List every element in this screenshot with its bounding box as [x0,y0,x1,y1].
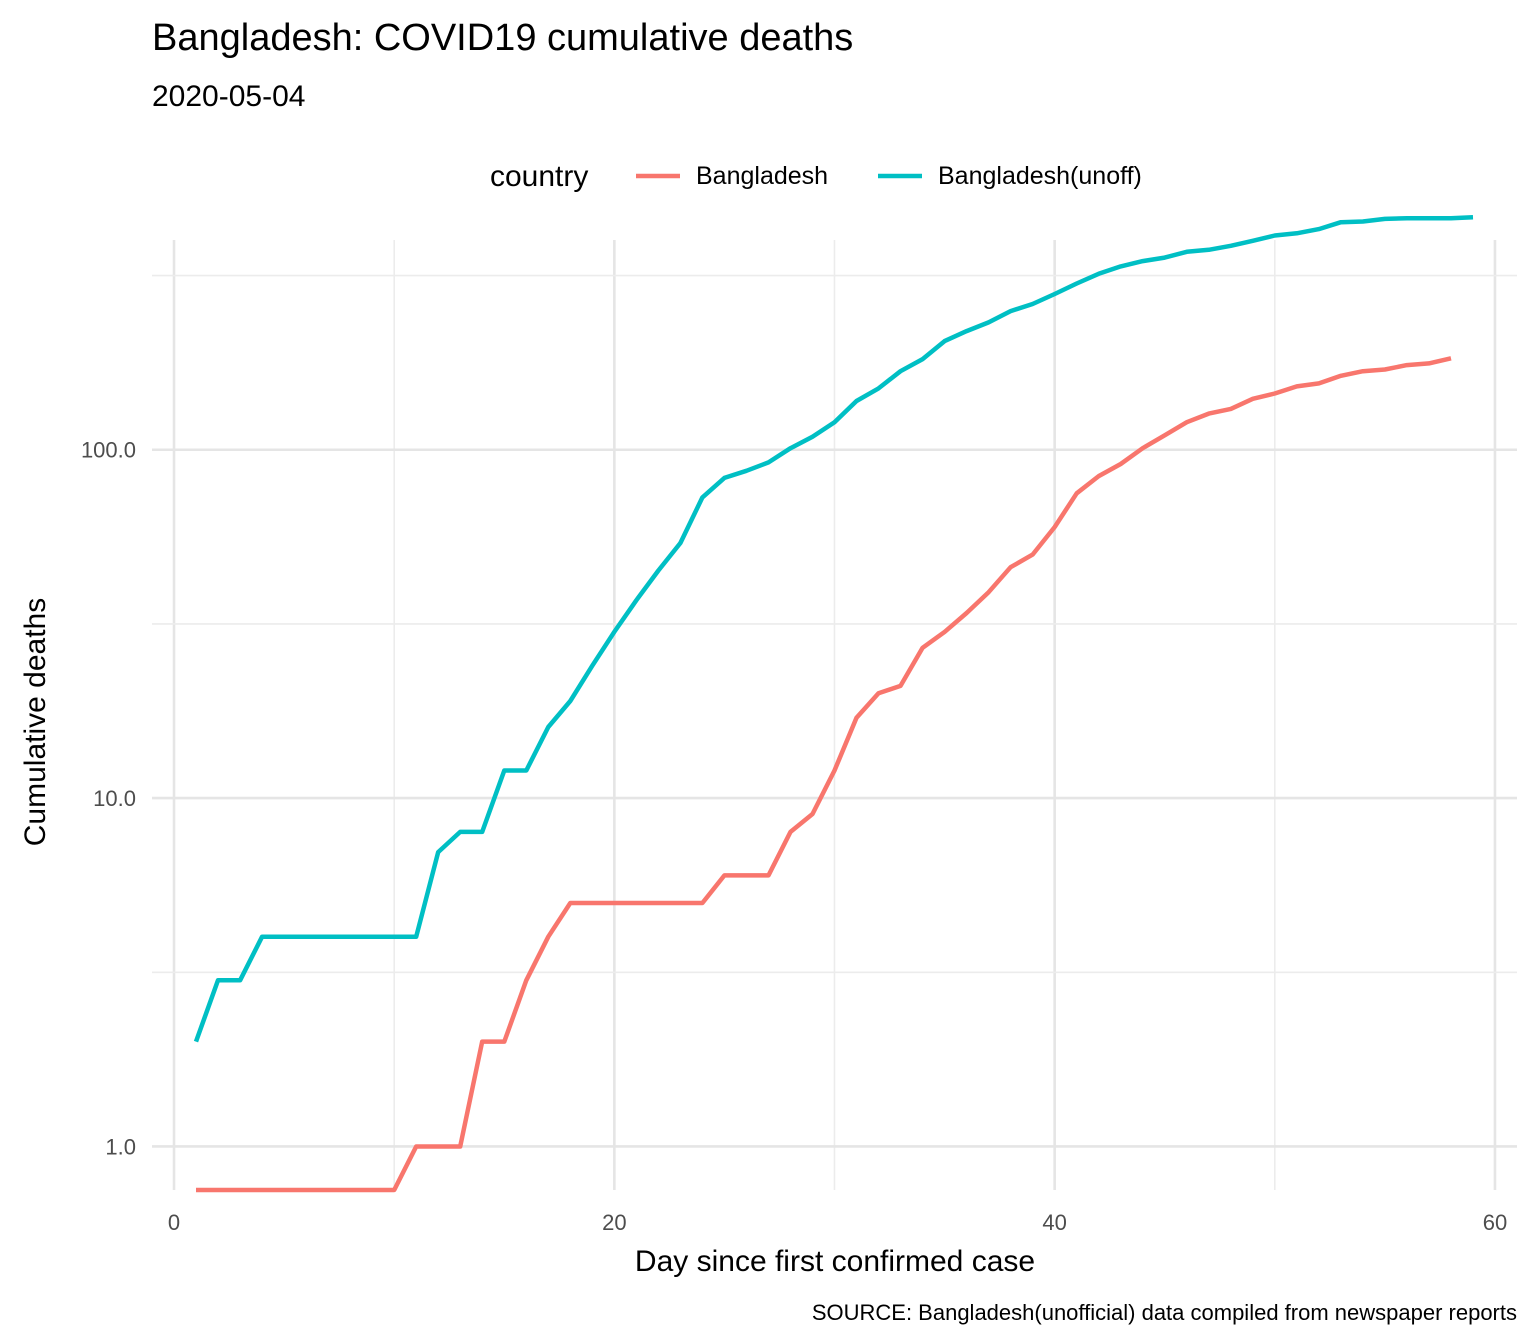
legend: country Bangladesh Bangladesh(unoff) [490,160,1142,193]
x-tick-labels: 0 20 40 60 [168,1210,1507,1235]
y-tick-labels: 1.0 10.0 100.0 [81,438,136,1160]
y-tick-label: 100.0 [81,438,136,463]
x-tick-label: 60 [1483,1210,1507,1235]
plot-area: 0 20 40 60 1.0 10.0 100.0 [81,214,1517,1235]
legend-title: country [490,160,588,193]
series-layer [193,214,1474,1193]
x-tick-label: 40 [1042,1210,1066,1235]
y-tick-label: 1.0 [105,1134,136,1159]
chart-subtitle: 2020-05-04 [152,80,305,113]
x-tick-label: 0 [168,1210,180,1235]
x-axis-title: Day since first confirmed case [635,1245,1035,1278]
x-tick-label: 20 [602,1210,626,1235]
series-line-bangladesh [196,356,1452,1193]
y-axis-title: Cumulative deaths [19,598,52,846]
legend-label-bangladesh: Bangladesh [696,162,828,190]
chart-title: Bangladesh: COVID19 cumulative deaths [152,17,853,59]
grid [152,240,1517,1190]
series-line-bangladesh-unoff [193,214,1474,1043]
legend-label-bangladesh-unoff: Bangladesh(unoff) [938,162,1142,190]
chart-caption: SOURCE: Bangladesh(unofficial) data comp… [812,1300,1517,1325]
y-tick-label: 10.0 [93,786,136,811]
